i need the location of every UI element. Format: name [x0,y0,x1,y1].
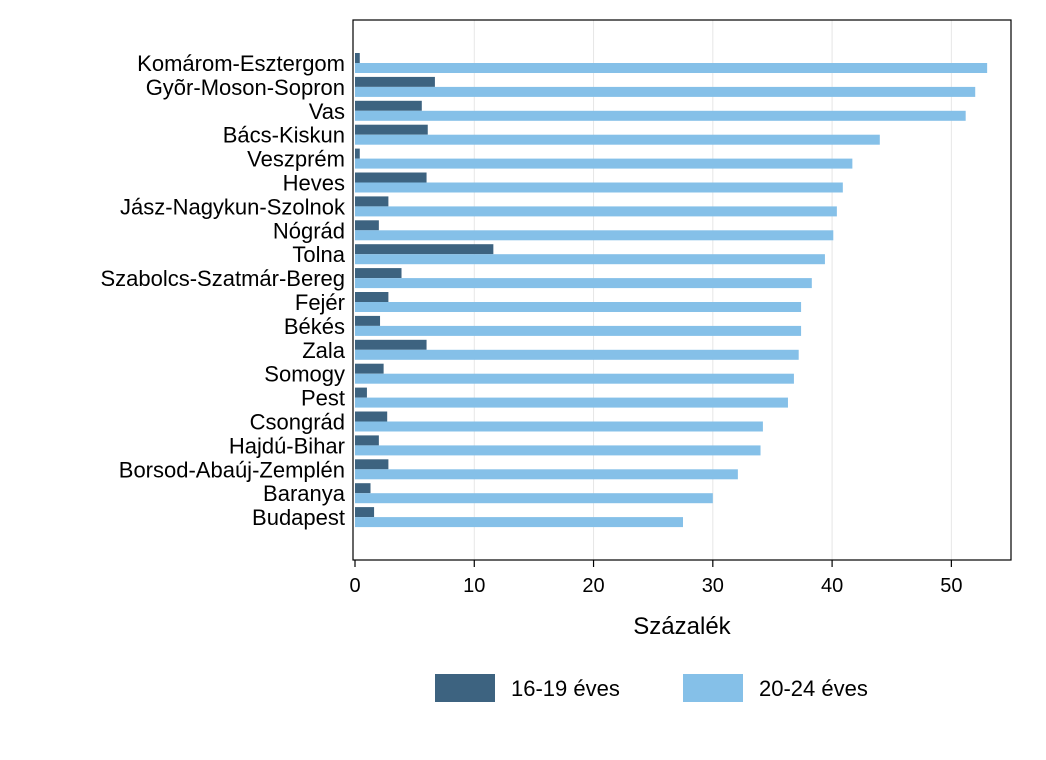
category-label-3: Bács-Kiskun [223,123,345,148]
category-label-18: Baranya [263,481,346,506]
bar-series1-3 [355,124,428,135]
bar-series2-11 [355,325,802,336]
bar-series2-7 [355,230,834,241]
x-tick-label-2: 20 [582,575,604,597]
bar-series2-2 [355,110,966,121]
bar-series2-16 [355,445,761,456]
bar-series1-13 [355,363,384,374]
category-labels: Komárom-EsztergomGyõr-Moson-SopronVasBác… [100,51,346,530]
category-label-6: Jász-Nagykun-Szolnok [120,194,346,219]
x-tick-label-3: 30 [702,575,724,597]
bar-series2-10 [355,302,802,312]
bar-series2-12 [355,349,799,360]
bar-series1-9 [355,268,402,279]
category-label-9: Szabolcs-Szatmár-Bereg [100,266,345,291]
bar-series1-1 [355,76,435,87]
bar-series1-10 [355,292,389,302]
bar-series1-15 [355,411,388,422]
bar-series2-9 [355,278,812,289]
legend-swatch-2 [683,674,743,702]
bar-series1-2 [355,100,422,111]
bar-series2-13 [355,373,794,384]
bar-series1-8 [355,244,494,255]
bar-series1-4 [355,148,360,159]
bar-series2-6 [355,206,837,217]
category-label-17: Borsod-Abaúj-Zemplén [119,457,345,482]
legend-label-1: 16-19 éves [511,676,620,701]
bar-series1-16 [355,435,379,446]
category-label-13: Somogy [264,362,345,387]
x-tick-label-5: 50 [940,575,962,597]
category-label-10: Fejér [295,290,345,315]
legend-swatch-1 [435,674,495,702]
bar-series1-14 [355,387,367,398]
category-label-1: Gyõr-Moson-Sopron [146,75,345,100]
bar-series2-17 [355,469,738,480]
bars [355,53,988,528]
bar-series2-15 [355,421,763,432]
x-axis: 0 10 20 30 40 50 [349,560,962,597]
x-tick-label-0: 0 [349,575,360,597]
bar-series2-0 [355,63,988,73]
category-label-19: Budapest [252,505,345,530]
category-label-15: Csongrád [250,410,345,435]
category-label-7: Nógrád [273,218,345,243]
legend: 16-19 éves 20-24 éves [435,674,868,702]
plot-frame [352,19,1012,561]
bar-series1-19 [355,507,375,518]
bar-series1-5 [355,172,427,183]
bar-series2-4 [355,158,853,169]
bar-series1-0 [355,53,360,63]
bar-series1-6 [355,196,389,207]
x-axis-title: Százalék [633,613,731,640]
category-label-16: Hajdú-Bihar [229,433,345,458]
bar-series1-17 [355,459,389,470]
category-label-0: Komárom-Esztergom [137,51,345,76]
category-label-5: Heves [283,171,345,196]
category-label-12: Zala [302,338,346,363]
category-label-2: Vas [309,99,345,124]
bar-series2-3 [355,134,880,145]
category-label-14: Pest [301,386,345,411]
bar-series2-18 [355,493,713,504]
bar-series1-11 [355,315,381,326]
category-label-4: Veszprém [247,147,345,172]
bar-series2-8 [355,254,825,265]
bar-series2-5 [355,182,843,193]
bar-series2-1 [355,86,976,97]
bar-series2-14 [355,397,788,408]
x-tick-label-4: 40 [821,575,843,597]
bar-series2-19 [355,517,683,528]
bar-series1-12 [355,339,427,350]
category-label-11: Békés [284,314,345,339]
category-label-8: Tolna [292,242,345,267]
bar-series1-7 [355,220,379,231]
legend-label-2: 20-24 éves [759,676,868,701]
x-tick-label-1: 10 [463,575,485,597]
bar-series1-18 [355,483,371,494]
